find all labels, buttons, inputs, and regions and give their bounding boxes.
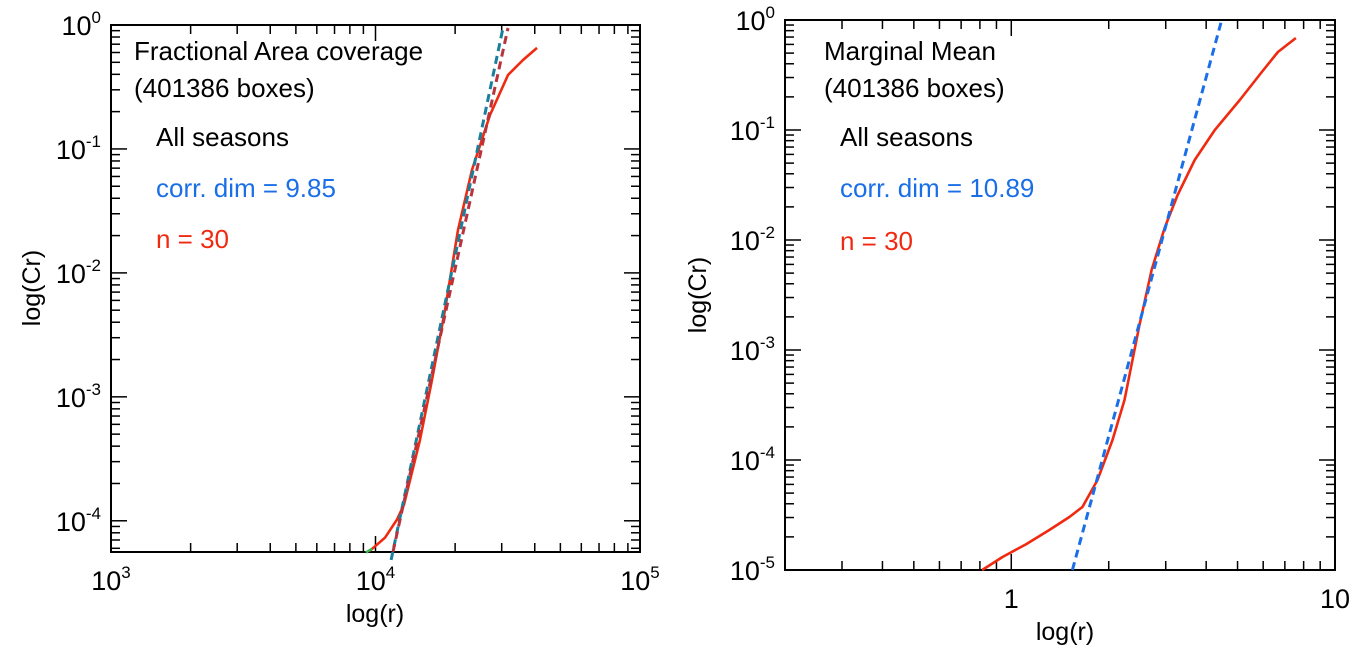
series-group [981,19,1297,572]
annotation-seasons: All seasons [156,122,289,152]
tick-labels: 103 104 105 100 10-1 10-2 10-3 10-4 [56,8,660,596]
x-axis-label: log(r) [1036,618,1094,646]
title-line-2: (401386 boxes) [824,73,1005,103]
y-tick-label: 100 [61,8,101,41]
title-line-1: Marginal Mean [824,36,996,66]
chart-marginal-mean: 1 10 100 10-1 10-2 10-3 10-4 10-5 Marginal Mean… [684,3,1350,646]
title-line-1: Fractional Area coverage [134,36,423,66]
annotation-n: n = 30 [840,226,913,256]
x-tick-label: 104 [356,563,396,596]
series-fit-line [1070,19,1224,571]
series-curve [981,36,1297,572]
series-curve [368,46,538,552]
plot-frame [784,19,1336,571]
series-curve [365,547,373,554]
annotation-corr-dim: corr. dim = 10.89 [840,173,1034,203]
chart-fractional-area: 103 104 105 100 10-1 10-2 10-3 10-4 Fractional … [18,8,660,628]
x-tick-label: 10 [1320,584,1350,614]
y-tick-label: 10-2 [730,223,775,256]
y-axis-label: log(Cr) [684,257,712,333]
y-tick-label: 10-5 [730,553,775,586]
tick-labels: 1 10 100 10-1 10-2 10-3 10-4 10-5 [730,3,1350,614]
annotation-seasons: All seasons [840,122,973,152]
annotation-n: n = 30 [156,224,229,254]
series-group [365,27,538,561]
y-tick-label: 10-2 [56,256,101,289]
title-line-2: (401386 boxes) [134,73,315,103]
y-tick-label: 10-3 [730,333,775,366]
x-tick-label: 103 [91,563,131,596]
y-tick-label: 10-4 [56,504,101,537]
x-tick-label: 1 [1004,584,1019,614]
x-axis-label: log(r) [346,600,404,628]
minor-ticks [110,24,641,552]
y-tick-label: 10-4 [730,443,775,476]
series-fit-line [391,27,510,553]
y-axis-label: log(Cr) [18,250,46,326]
y-tick-label: 10-1 [56,132,101,165]
minor-ticks [784,19,1336,571]
plot-frame [110,24,641,553]
x-tick-label: 105 [620,563,660,596]
annotation-corr-dim: corr. dim = 9.85 [156,173,336,203]
y-tick-label: 10-1 [730,113,775,146]
y-tick-label: 100 [735,3,775,36]
y-tick-label: 10-3 [56,380,101,413]
